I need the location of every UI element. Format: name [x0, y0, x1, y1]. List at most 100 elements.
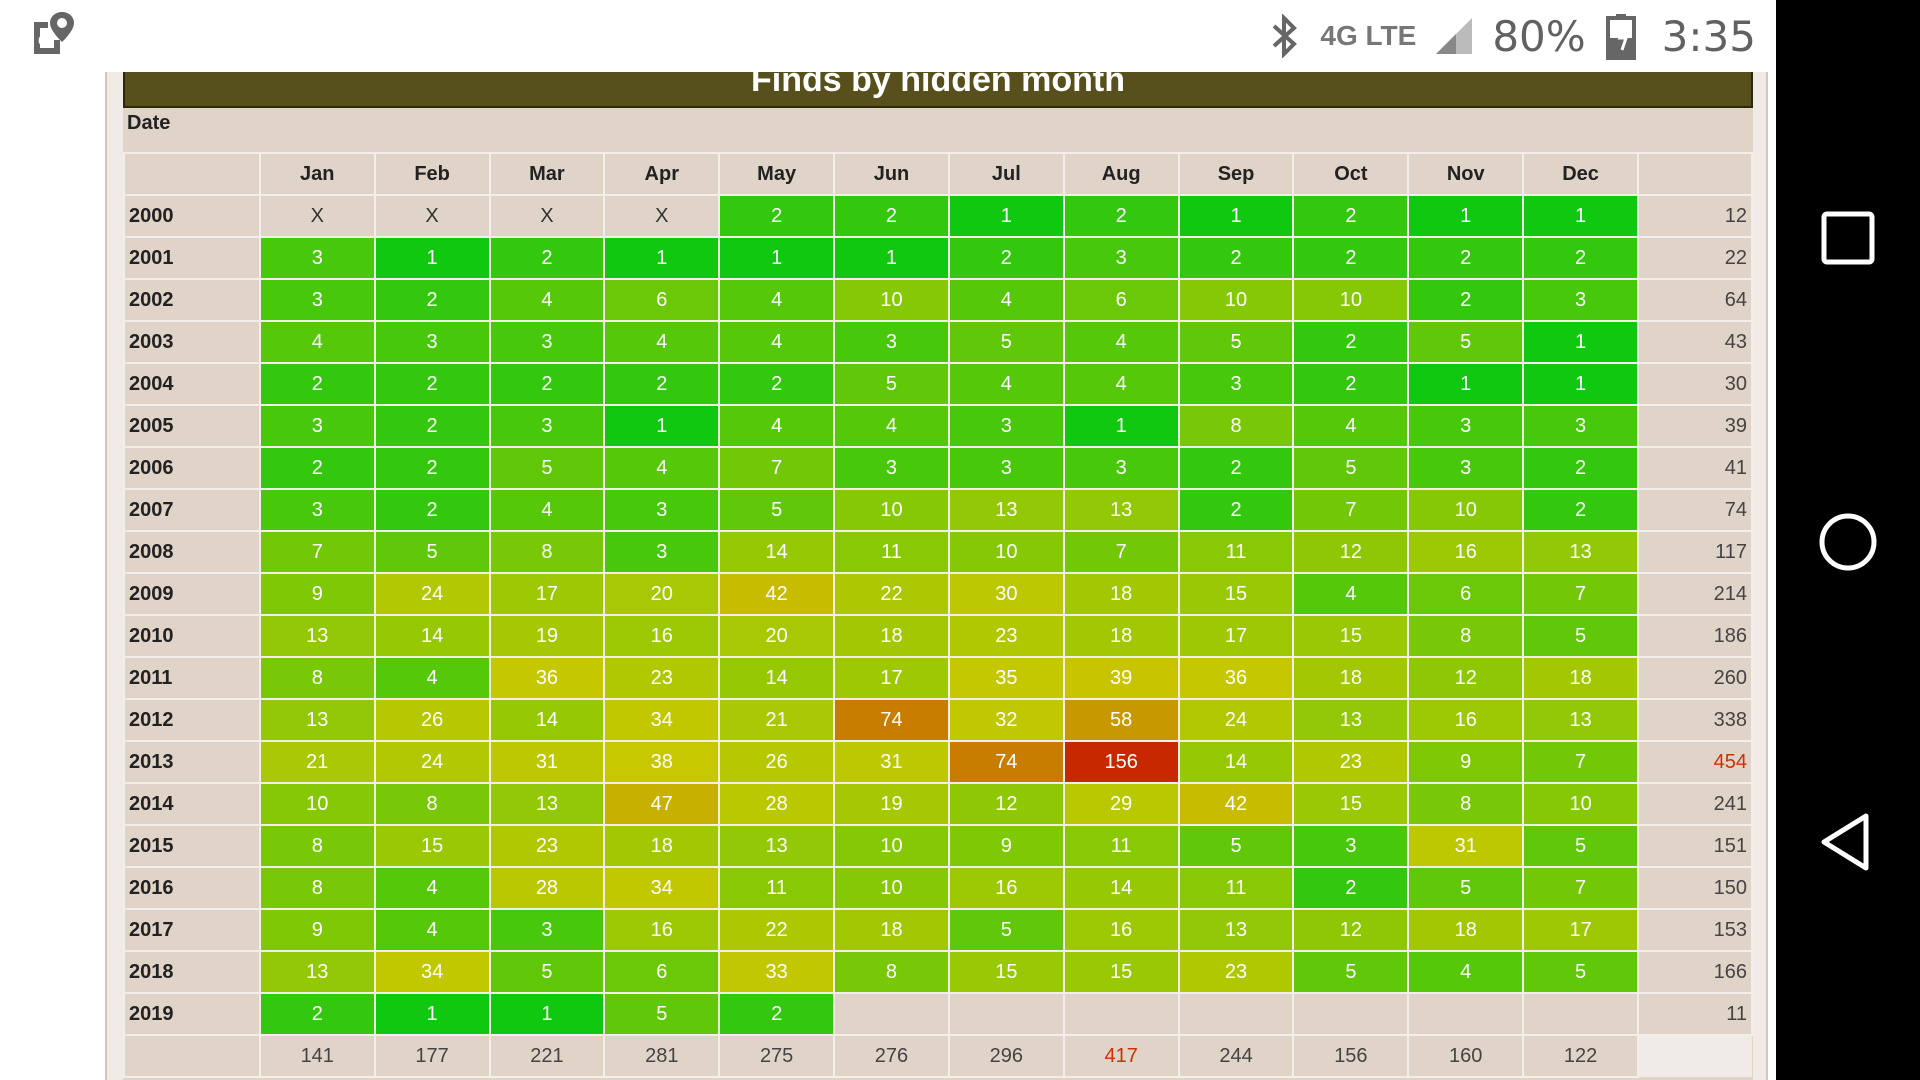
row-total: 41: [1637, 446, 1753, 490]
month-cell: 11: [1177, 866, 1295, 910]
month-cell: 10: [258, 782, 376, 826]
table-row: 2007 3 2 4 3 5 10 13 13 2 7 10 2 74: [123, 488, 1753, 532]
month-cell: 5: [1292, 950, 1410, 994]
month-cell: 3: [603, 530, 721, 574]
month-cell: 3: [258, 278, 376, 322]
month-header: Jun: [833, 152, 950, 196]
month-cell: 7: [1522, 740, 1639, 784]
month-cell: 42: [718, 572, 836, 616]
month-total: 160: [1407, 1034, 1525, 1078]
month-header: Feb: [373, 152, 491, 196]
recents-square-icon[interactable]: [1808, 198, 1888, 278]
bluetooth-icon: [1273, 14, 1298, 58]
month-cell: 58: [1062, 698, 1180, 742]
battery-charging-icon: [1605, 14, 1636, 60]
month-cell: 30: [947, 572, 1065, 616]
month-cell: 11: [1177, 530, 1295, 574]
month-cell: 13: [488, 782, 606, 826]
back-triangle-icon[interactable]: [1808, 802, 1888, 882]
row-total: 260: [1637, 656, 1753, 700]
month-cell: 5: [488, 446, 606, 490]
month-header: Dec: [1522, 152, 1639, 196]
table-row: 2016 8 4 28 34 11 10 16 14 11 2 5 7 150: [123, 866, 1753, 910]
month-cell: 18: [1062, 572, 1180, 616]
month-cell: 21: [718, 698, 836, 742]
month-total: 177: [373, 1034, 491, 1078]
month-cell: 8: [1407, 614, 1525, 658]
month-totals-row: 141 177 221 281 275 276 296 417 244 156 160 122: [123, 1034, 1752, 1078]
month-cell: 2: [718, 362, 836, 406]
month-cell: 31: [833, 740, 950, 784]
month-cell: 1: [603, 404, 721, 448]
month-cell: 8: [258, 824, 376, 868]
month-cell: 8: [833, 950, 950, 994]
month-cell: 13: [947, 488, 1065, 532]
month-cell: [1292, 992, 1410, 1036]
month-cell: 18: [1522, 656, 1639, 700]
row-total: 12: [1637, 194, 1753, 238]
month-cell: 2: [718, 194, 836, 238]
month-total: 141: [258, 1034, 376, 1078]
table-header-row: Jan Feb Mar Apr May Jun Jul Aug Sep Oct Nov Dec: [123, 152, 1753, 196]
month-cell: 3: [1407, 404, 1525, 448]
month-cell: 23: [603, 656, 721, 700]
month-cell: 13: [1522, 698, 1639, 742]
month-cell: 9: [1407, 740, 1525, 784]
row-total: 166: [1637, 950, 1753, 994]
year-label: 2005: [123, 404, 261, 448]
month-cell: 5: [373, 530, 491, 574]
month-cell: 14: [1062, 866, 1180, 910]
month-header: Aug: [1062, 152, 1180, 196]
month-cell: 2: [258, 446, 376, 490]
year-label: 2006: [123, 446, 261, 490]
year-label: 2001: [123, 236, 261, 280]
month-cell: 34: [603, 866, 721, 910]
month-cell: 10: [833, 866, 950, 910]
month-cell: 10: [947, 530, 1065, 574]
home-circle-icon[interactable]: [1808, 502, 1888, 582]
month-header: Nov: [1407, 152, 1525, 196]
month-cell: 29: [1062, 782, 1180, 826]
month-cell: 1: [1407, 194, 1525, 238]
table-row: 2012 13 26 14 34 21 74 32 58 24 13 16 13 338: [123, 698, 1753, 742]
month-cell: 5: [1522, 614, 1639, 658]
row-total: 241: [1637, 782, 1753, 826]
month-cell: 2: [373, 404, 491, 448]
table-row: 2015 8 15 23 18 13 10 9 11 5 3 31 5 151: [123, 824, 1753, 868]
month-cell: 1: [488, 992, 606, 1036]
month-cell: 3: [1292, 824, 1410, 868]
month-cell: 2: [947, 236, 1065, 280]
year-label: 2010: [123, 614, 261, 658]
clock: 3:35: [1661, 11, 1756, 61]
month-cell: 35: [947, 656, 1065, 700]
month-cell: 19: [833, 782, 950, 826]
month-cell: 5: [833, 362, 950, 406]
month-cell: 28: [718, 782, 836, 826]
month-cell: 3: [258, 404, 376, 448]
month-cell: 11: [833, 530, 950, 574]
month-cell: [1062, 992, 1180, 1036]
month-cell: 17: [1522, 908, 1639, 952]
table-row: 2010 13 14 19 16 20 18 23 18 17 15 8 5 186: [123, 614, 1753, 658]
table-row: 2005 3 2 3 1 4 4 3 1 8 4 3 3 39: [123, 404, 1753, 448]
table-row: 2019 2 1 1 5 2 11: [123, 992, 1753, 1036]
month-cell: 2: [373, 278, 491, 322]
month-cell: 2: [1407, 236, 1525, 280]
month-cell: 3: [373, 320, 491, 364]
table-row: 2001 3 1 2 1 1 1 2 3 2 2 2 2 22: [123, 236, 1753, 280]
month-cell: 4: [718, 320, 836, 364]
year-label: 2015: [123, 824, 261, 868]
row-total: 153: [1637, 908, 1753, 952]
month-cell: 20: [603, 572, 721, 616]
month-cell: 14: [373, 614, 491, 658]
month-total: 281: [603, 1034, 721, 1078]
month-cell: 6: [603, 950, 721, 994]
year-label: 2017: [123, 908, 261, 952]
month-cell: 3: [258, 236, 376, 280]
table-row: 2000 X X X X 2 2 1 2 1 2 1 1 12: [123, 194, 1753, 238]
month-cell: 156: [1062, 740, 1180, 784]
month-cell: 38: [603, 740, 721, 784]
month-cell: 47: [603, 782, 721, 826]
month-cell: 8: [1177, 404, 1295, 448]
header-corner-cell: [123, 152, 261, 196]
